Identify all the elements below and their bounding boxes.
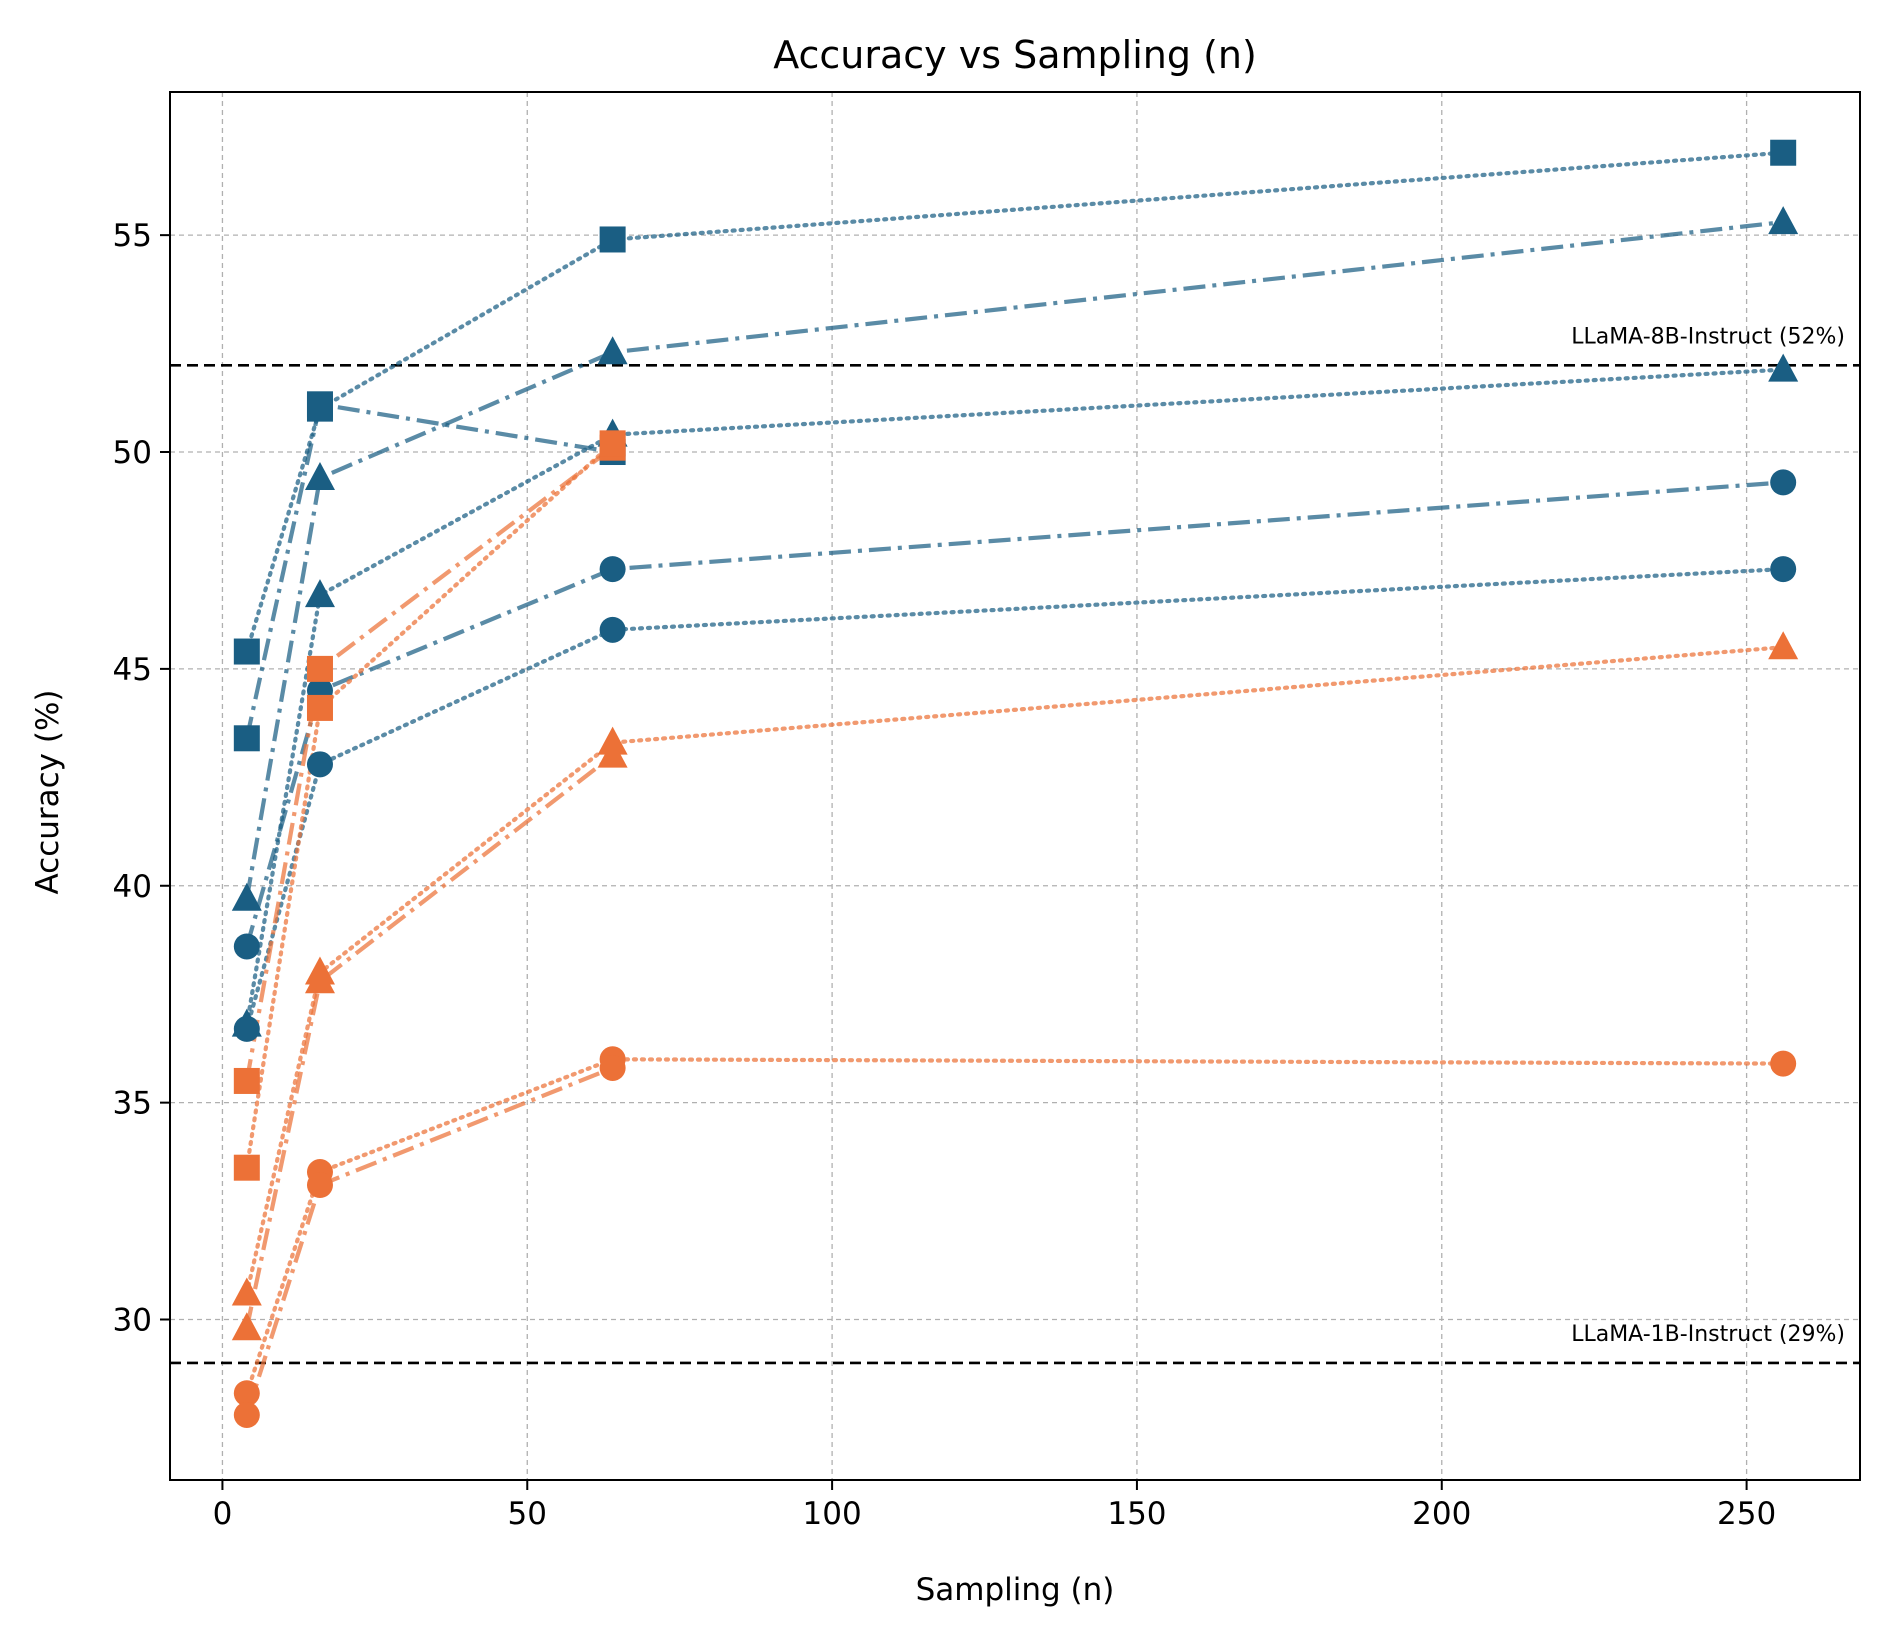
y-tick-label: 55 (113, 218, 152, 254)
x-tick-label: 150 (1107, 1496, 1166, 1532)
y-tick-label: 45 (113, 652, 152, 688)
series-line-10 (244, 753, 614, 1329)
x-tick-label: 100 (803, 1496, 862, 1532)
square-marker (233, 1067, 260, 1094)
triangle-marker (597, 739, 628, 768)
series-line-6 (244, 566, 1786, 1032)
triangle-marker (304, 965, 335, 994)
triangle-marker (1768, 353, 1799, 382)
series-line-1 (244, 150, 1786, 654)
square-marker (306, 655, 333, 682)
circle-marker (599, 1054, 626, 1081)
reference-line-label: LLaMA-1B-Instruct (29%) (1571, 1322, 1845, 1347)
triangle-marker (1768, 206, 1799, 235)
triangle-marker (231, 1277, 262, 1306)
square-marker (233, 1154, 260, 1181)
circle-marker (233, 933, 260, 960)
circle-marker (1770, 1050, 1797, 1077)
triangle-marker (231, 1312, 262, 1341)
square-marker (233, 725, 260, 752)
circle-marker (233, 1015, 260, 1042)
series-line-4 (244, 367, 1786, 1027)
y-tick-label: 30 (113, 1303, 152, 1339)
square-marker (1770, 139, 1797, 166)
series-line-5 (244, 480, 1784, 948)
square-marker (233, 638, 260, 665)
x-tick-label: 250 (1717, 1496, 1776, 1532)
circle-marker (599, 616, 626, 643)
x-tick-label: 200 (1412, 1496, 1471, 1532)
axis-ticks: 0 50 100 150 200 250 30 35 40 45 50 55 (113, 218, 1777, 1532)
square-marker (306, 694, 333, 721)
y-tick-label: 35 (113, 1086, 152, 1122)
x-tick-label: 0 (213, 1496, 233, 1532)
x-axis-label: Sampling (n) (916, 1572, 1115, 1608)
square-marker (599, 430, 626, 457)
triangle-marker (304, 462, 335, 491)
reference-line-label: LLaMA-8B-Instruct (52%) (1571, 324, 1845, 349)
circle-marker (233, 1401, 260, 1428)
chart-title: Accuracy vs Sampling (n) (773, 33, 1257, 77)
series-line-11 (244, 1057, 1786, 1396)
circle-marker (306, 1172, 333, 1199)
y-tick-label: 40 (113, 869, 152, 905)
circle-marker (599, 556, 626, 583)
square-marker (599, 226, 626, 253)
circle-marker (1770, 556, 1797, 583)
plot-frame (169, 91, 1861, 1481)
triangle-marker (231, 882, 262, 911)
triangle-marker (597, 336, 628, 365)
circle-marker (1770, 469, 1797, 496)
series-line-9 (244, 645, 1786, 1296)
y-tick-label: 50 (113, 435, 152, 471)
triangle-marker (304, 579, 335, 608)
marker-group (231, 139, 1799, 1428)
circle-marker (306, 751, 333, 778)
series-line-3 (244, 220, 1784, 900)
triangle-marker (1768, 631, 1799, 660)
circle-marker (233, 1380, 260, 1407)
square-marker (306, 391, 333, 418)
x-tick-label: 50 (508, 1496, 547, 1532)
reference-lines: LLaMA-8B-Instruct (52%) LLaMA-1B-Instruct… (170, 324, 1860, 1365)
grid-lines (170, 92, 1860, 1480)
y-axis-label: Accuracy (%) (30, 689, 66, 894)
